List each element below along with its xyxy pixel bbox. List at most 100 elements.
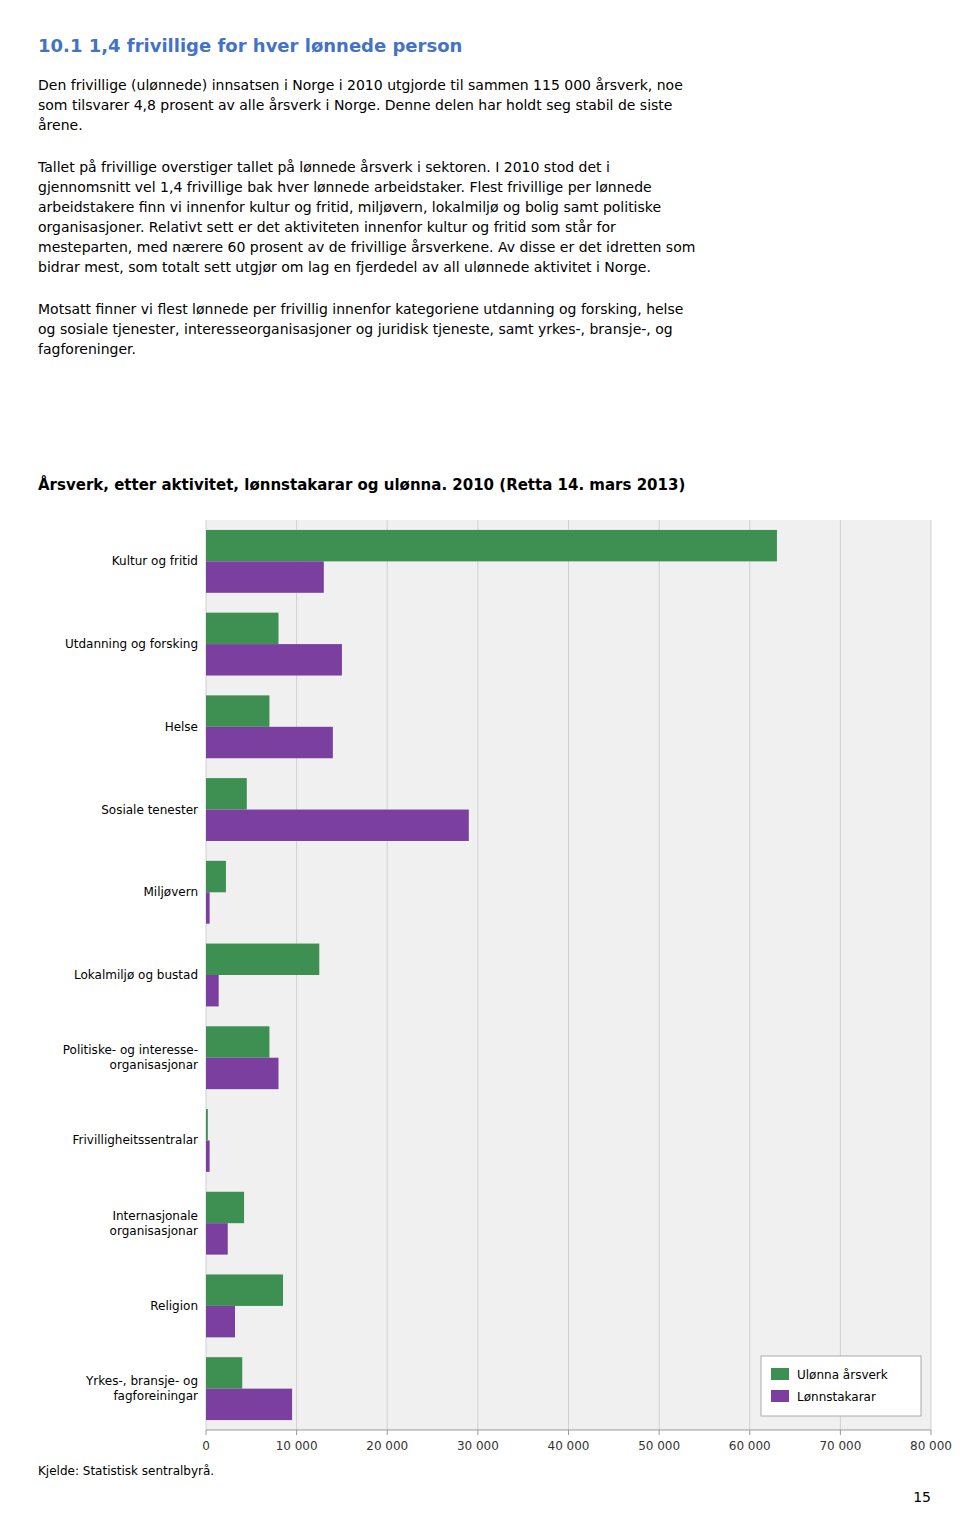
tick-label: 80 000: [910, 1439, 952, 1453]
tick-mark: [659, 1430, 660, 1435]
bar: [206, 1026, 269, 1057]
text-line: Politiske- og interesse-: [63, 1043, 198, 1057]
tick-mark: [749, 1430, 750, 1435]
text-line: Helse: [165, 720, 198, 734]
tick-mark: [206, 1430, 207, 1435]
grid-line: [659, 520, 660, 1430]
category-label: Politiske- og interesse-organisasjonar: [63, 1043, 198, 1072]
legend-label: Ulønna årsverk: [797, 1368, 888, 1382]
bar: [206, 1109, 208, 1140]
tick-label: 70 000: [819, 1439, 861, 1453]
tick-mark: [296, 1430, 297, 1435]
category-label: Miljøvern: [143, 885, 198, 899]
legend-label: Lønnstakarar: [797, 1390, 876, 1404]
tick-label: 50 000: [638, 1439, 680, 1453]
text-line: organisasjonar: [110, 1058, 198, 1072]
text-line: og sosiale tjenester, interesseorganisas…: [38, 321, 673, 337]
bar: [206, 561, 324, 592]
source: Kjelde: Statistisk sentralbyrå.: [38, 1464, 214, 1478]
page-number: 15: [913, 1489, 931, 1505]
text-line: Tallet på frivillige overstiger tallet p…: [37, 159, 610, 175]
tick-mark: [840, 1430, 841, 1435]
text-line: Frivilligheitssentralar: [73, 1133, 199, 1147]
text-line: Utdanning og forsking: [65, 637, 198, 651]
heading: 10.1 1,4 frivillige for hver lønnede per…: [38, 35, 462, 56]
chart-title: Årsverk, etter aktivitet, lønnstakarar o…: [38, 475, 685, 494]
bar: [206, 1192, 244, 1223]
bar: [206, 975, 219, 1006]
tick-label: 30 000: [457, 1439, 499, 1453]
bar: [206, 892, 210, 923]
category-label: Yrkes-, bransje- ogfagforeiningar: [85, 1374, 198, 1403]
tick-label: 60 000: [729, 1439, 771, 1453]
bar: [206, 695, 269, 726]
bar: [206, 1058, 279, 1089]
text-line: Den frivillige (ulønnede) innsatsen i No…: [38, 77, 683, 93]
bar: [206, 613, 279, 644]
text-line: Yrkes-, bransje- og: [85, 1374, 198, 1388]
text-line: bidrar mest, som totalt sett utgjør om l…: [38, 259, 651, 275]
category-label: Utdanning og forsking: [65, 637, 198, 651]
text-line: Internasjonale: [112, 1209, 198, 1223]
paragraph: Tallet på frivillige overstiger tallet p…: [37, 159, 695, 275]
tick-mark: [477, 1430, 478, 1435]
text-line: fagforeiningar: [113, 1389, 198, 1403]
tick-label: 10 000: [276, 1439, 318, 1453]
bar: [206, 861, 226, 892]
tick-label: 20 000: [366, 1439, 408, 1453]
legend-swatch: [771, 1390, 789, 1402]
text-line: mesteparten, med nærere 60 prosent av de…: [38, 239, 695, 255]
bar: [206, 1140, 210, 1171]
text-line: Miljøvern: [143, 885, 198, 899]
page-background: [0, 0, 960, 1515]
legend-swatch: [771, 1368, 789, 1380]
text-line: Kultur og fritid: [112, 554, 198, 568]
grid-line: [568, 520, 569, 1430]
bar: [206, 810, 469, 841]
category-label: Frivilligheitssentralar: [73, 1133, 199, 1147]
tick-label: 40 000: [548, 1439, 590, 1453]
bar: [206, 1357, 242, 1388]
bar: [206, 530, 777, 561]
bar: [206, 778, 247, 809]
grid-line: [387, 520, 388, 1430]
text-line: Motsatt finner vi flest lønnede per friv…: [38, 301, 683, 317]
text-line: organisasjoner. Relativt sett er det akt…: [38, 219, 616, 235]
bar: [206, 1389, 292, 1420]
category-label: Kultur og fritid: [112, 554, 198, 568]
text-line: organisasjonar: [110, 1224, 198, 1238]
paragraph: Motsatt finner vi flest lønnede per friv…: [38, 301, 683, 357]
tick-mark: [387, 1430, 388, 1435]
x-axis-line: [206, 1430, 931, 1431]
paragraph: Den frivillige (ulønnede) innsatsen i No…: [38, 77, 683, 133]
legend: Ulønna årsverk Lønnstakarar: [761, 1356, 921, 1416]
grid-line: [840, 520, 841, 1430]
text-line: Sosiale tenester: [101, 803, 198, 817]
bar: [206, 944, 319, 975]
bar: [206, 727, 333, 758]
category-label: Religion: [150, 1299, 198, 1313]
category-label: Sosiale tenester: [101, 803, 198, 817]
bar: [206, 644, 342, 675]
bars: [206, 530, 777, 1420]
text-line: som tilsvarer 4,8 prosent av alle årsver…: [38, 97, 672, 113]
grid-line: [931, 520, 932, 1430]
bar: [206, 1306, 235, 1337]
page: 10.1 1,4 frivillige for hver lønnede per…: [0, 0, 960, 1515]
text-line: Religion: [150, 1299, 198, 1313]
category-label: Internasjonaleorganisasjonar: [110, 1209, 198, 1238]
tick-mark: [568, 1430, 569, 1435]
text-line: Lokalmiljø og bustad: [74, 968, 198, 982]
category-label: Helse: [165, 720, 198, 734]
tick-label: 0: [202, 1439, 210, 1453]
text-line: gjennomsnitt vel 1,4 frivillige bak hver…: [38, 179, 652, 195]
tick-mark: [931, 1430, 932, 1435]
category-label: Lokalmiljø og bustad: [74, 968, 198, 982]
text-line: fagforeninger.: [38, 341, 136, 357]
bar: [206, 1223, 228, 1254]
text-line: årene.: [38, 117, 83, 133]
grid-line: [477, 520, 478, 1430]
grid: [206, 520, 931, 1430]
legend-box: [761, 1356, 921, 1416]
grid-line: [749, 520, 750, 1430]
